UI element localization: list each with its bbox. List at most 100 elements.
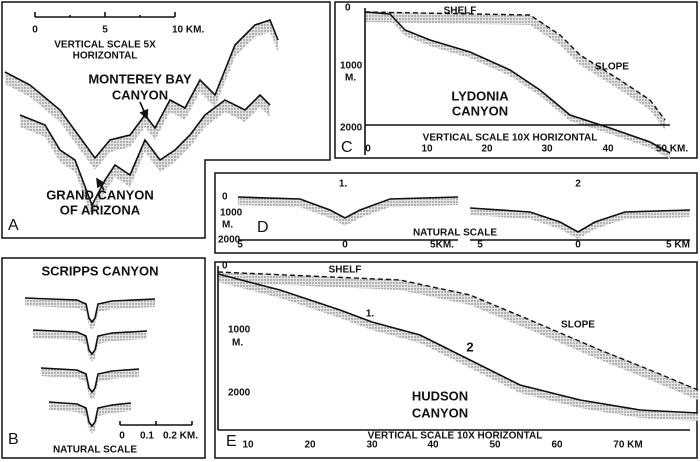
depth-tick: 2000 [228,388,251,399]
stipple-band [218,274,698,421]
depth-unit: M. [222,220,233,231]
profile-label: 2 [575,179,581,190]
distance-tick: 30 [541,144,553,155]
depth-tick: 1000 [228,325,251,336]
arrow [96,177,106,191]
distance-tick: 50 [489,440,501,451]
panel-e: 0 1000 M. 2000 10 20 30 40 50 60 70 KM V… [217,261,690,451]
region-label: SLOPE [561,320,595,331]
stipple-band [238,197,458,226]
depth-tick: 2000 [218,235,241,246]
panel-d: 0 1000 M. 2000 1. 2 5 0 5KM. 5 0 5 KM NA… [218,179,690,251]
profile-line [19,93,271,207]
distance-tick: 0 [342,240,348,251]
distance-tick: 50 KM. [656,144,688,155]
axes [364,8,670,155]
depth-tick: 0 [222,192,228,203]
panel-a-frame [1,1,331,239]
depth-tick: 0 [222,261,228,272]
scale-note: VERTICAL SCALE 10X HORIZONTAL [368,431,543,442]
panel-c: 0 1000 M. 2000 0 10 20 30 40 50 KM. VERT… [340,3,688,157]
profile-line [364,11,671,154]
panel-b: SCRIPPS CANYON 0 0.1 0.2 KM. NATURAL SCA… [8,263,198,455]
canyon-label: CANYON [412,405,468,420]
scale-bar [34,12,176,18]
distance-tick: 0 [575,240,581,251]
distance-tick: 30 [366,440,378,451]
scale-note: NATURAL SCALE [413,228,497,239]
profile-label: MONTEREY BAY [88,71,192,86]
profile-label: GRAND CANYON [46,187,154,202]
stipple-band [470,208,690,239]
scale-bar [119,421,193,426]
panel-a: 0 5 10 KM. VERTICAL SCALE 5X HORIZONTAL … [8,12,204,234]
region-label: SHELF [329,265,362,276]
point-label: 2 [466,339,473,354]
profiles [4,11,699,434]
distance-tick: 20 [304,440,316,451]
panel-label: A [8,217,19,234]
scale-tick: 0.1 [140,431,154,442]
stipple-band [365,12,670,159]
scale-tick: 0 [32,25,38,36]
region-label: SLOPE [595,62,629,73]
point-label: 1. [366,309,375,320]
profile-line [469,207,691,233]
distance-tick: 40 [427,440,439,451]
profile-line [364,11,666,121]
distance-tick: 5 [477,240,483,251]
panel-title: SCRIPPS CANYON [41,263,158,278]
distance-tick: 5 KM [666,240,690,251]
stipple-band [33,330,147,362]
stipple-band [5,20,278,170]
panel-label: E [226,433,237,450]
stipple-band [49,402,131,434]
depth-unit: M. [345,73,356,84]
canyon-label: HUDSON [412,388,468,403]
profile-line [24,297,156,324]
profile-line [40,367,140,394]
distance-tick: 10 [242,440,254,451]
axes [217,266,690,431]
profile-line [217,271,699,391]
canyon-label: CANYON [452,103,508,118]
distance-tick: 70 KM [613,440,642,451]
panel-d-frame [214,172,698,254]
panel-c-frame [334,1,698,159]
profile-label: 1. [339,179,348,190]
arrow [139,101,149,120]
distance-tick: 40 [602,144,614,155]
distance-tick: 5 [237,240,243,251]
profile-label: CANYON [112,87,168,102]
distance-tick: 20 [481,144,493,155]
profile-line [237,196,459,219]
scale-tick: 0 [119,431,125,442]
panel-label: D [257,219,269,236]
scale-note: HORIZONTAL [73,51,138,62]
stipple-band [20,95,270,217]
depth-tick: 0 [345,3,351,14]
distance-tick: 10 [421,144,433,155]
panel-label: C [341,139,353,156]
panel-b-frame [1,257,206,459]
profile-line [32,329,148,356]
scale-tick: 0.2 KM. [163,431,198,442]
panel-e-frame [214,261,698,459]
profile-line [48,401,132,428]
depth-unit: M. [232,338,243,349]
scale-note: VERTICAL SCALE 10X HORIZONTAL [423,133,598,144]
depth-tick: 1000 [340,61,363,72]
distance-tick: 60 [551,440,563,451]
region-label: SHELF [444,6,477,17]
profile-line [217,273,699,414]
stipple-band [41,368,139,400]
scale-note: VERTICAL SCALE 5X [54,40,156,51]
panel-label: B [8,431,19,448]
distance-tick: 5KM. [430,240,454,251]
scale-note: NATURAL SCALE [53,445,137,456]
depth-tick: 1000 [220,208,243,219]
canyon-label: LYDONIA [451,88,509,103]
distance-tick: 0 [365,144,371,155]
